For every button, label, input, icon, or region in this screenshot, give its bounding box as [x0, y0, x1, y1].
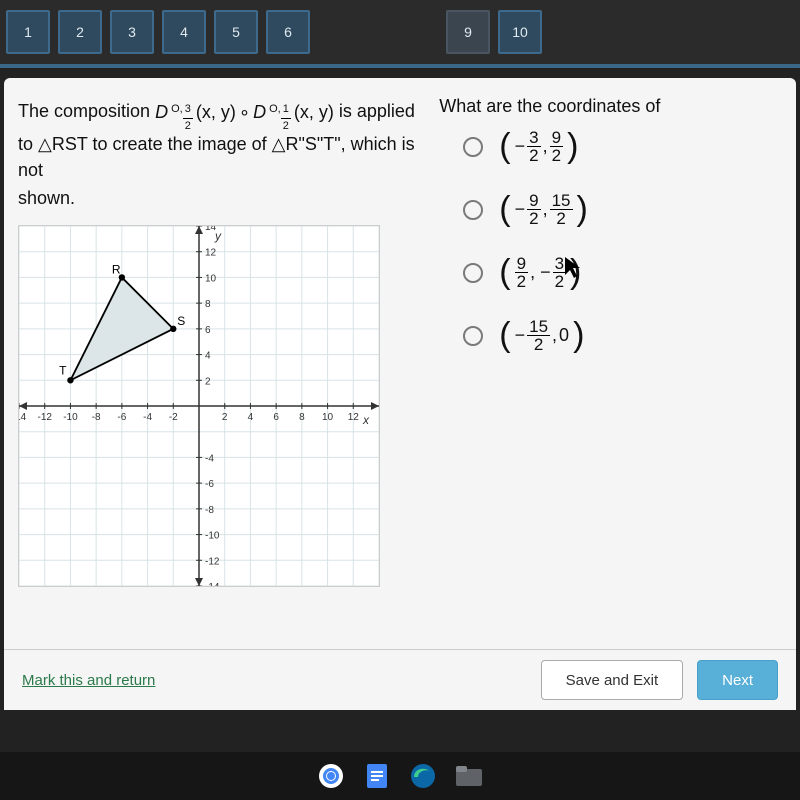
nav-q2[interactable]: 2	[58, 10, 102, 54]
coordinate-graph: -14-12-10-8-6-4-2246810122468101214-4-6-…	[18, 225, 380, 587]
svg-text:-12: -12	[37, 412, 52, 423]
svg-text:x: x	[362, 413, 370, 427]
svg-text:4: 4	[248, 412, 254, 423]
svg-text:S: S	[177, 314, 185, 328]
nav-q3[interactable]: 3	[110, 10, 154, 54]
svg-text:-8: -8	[205, 505, 214, 516]
svg-text:10: 10	[322, 412, 334, 423]
svg-text:-4: -4	[143, 412, 152, 423]
nav-q9[interactable]: 9	[446, 10, 490, 54]
edge-icon[interactable]	[409, 762, 437, 790]
svg-text:R: R	[112, 263, 121, 277]
svg-text:8: 8	[299, 412, 305, 423]
mark-return-link[interactable]: Mark this and return	[22, 672, 155, 689]
svg-text:-14: -14	[205, 582, 220, 586]
svg-text:10: 10	[205, 274, 217, 285]
nav-q1[interactable]: 1	[6, 10, 50, 54]
svg-text:-2: -2	[169, 412, 178, 423]
svg-text:y: y	[214, 229, 222, 243]
radio-icon	[463, 137, 483, 157]
option-b[interactable]: ( − 92 , 152 )	[463, 192, 782, 227]
svg-text:2: 2	[205, 376, 211, 387]
svg-text:-10: -10	[205, 531, 220, 542]
taskbar	[0, 752, 800, 800]
svg-text:-10: -10	[63, 412, 78, 423]
svg-text:-4: -4	[205, 454, 214, 465]
svg-text:-6: -6	[117, 412, 126, 423]
option-a[interactable]: ( − 32 , 92 )	[463, 129, 782, 164]
card-footer: Mark this and return Save and Exit Next	[4, 649, 796, 710]
svg-text:12: 12	[205, 248, 217, 259]
svg-text:12: 12	[348, 412, 360, 423]
option-d[interactable]: ( − 152 , 0 )	[463, 318, 782, 353]
svg-text:-8: -8	[92, 412, 101, 423]
svg-text:8: 8	[205, 299, 211, 310]
svg-text:T: T	[59, 363, 67, 377]
save-exit-button[interactable]: Save and Exit	[541, 660, 684, 700]
svg-text:-12: -12	[205, 556, 220, 567]
files-icon[interactable]	[455, 762, 483, 790]
svg-text:4: 4	[205, 351, 211, 362]
chrome-icon[interactable]	[317, 762, 345, 790]
radio-icon	[463, 263, 483, 283]
nav-q5[interactable]: 5	[214, 10, 258, 54]
question-card: The composition D O, 3 2 (x,	[4, 78, 796, 710]
question-heading: What are the coordinates of	[439, 96, 782, 117]
svg-text:-6: -6	[205, 479, 214, 490]
svg-text:6: 6	[205, 325, 211, 336]
svg-text:2: 2	[222, 412, 228, 423]
question-nav: 1 2 3 4 5 6 9 10	[0, 0, 800, 68]
radio-icon	[463, 200, 483, 220]
docs-icon[interactable]	[363, 762, 391, 790]
svg-text:6: 6	[273, 412, 279, 423]
svg-text:-14: -14	[19, 412, 27, 423]
option-c[interactable]: ( 92 , − 32 )	[463, 255, 782, 290]
nav-q4[interactable]: 4	[162, 10, 206, 54]
nav-q10[interactable]: 10	[498, 10, 542, 54]
next-button[interactable]: Next	[697, 660, 778, 700]
radio-icon	[463, 326, 483, 346]
question-prompt: The composition D O, 3 2 (x,	[18, 96, 429, 211]
nav-q6[interactable]: 6	[266, 10, 310, 54]
